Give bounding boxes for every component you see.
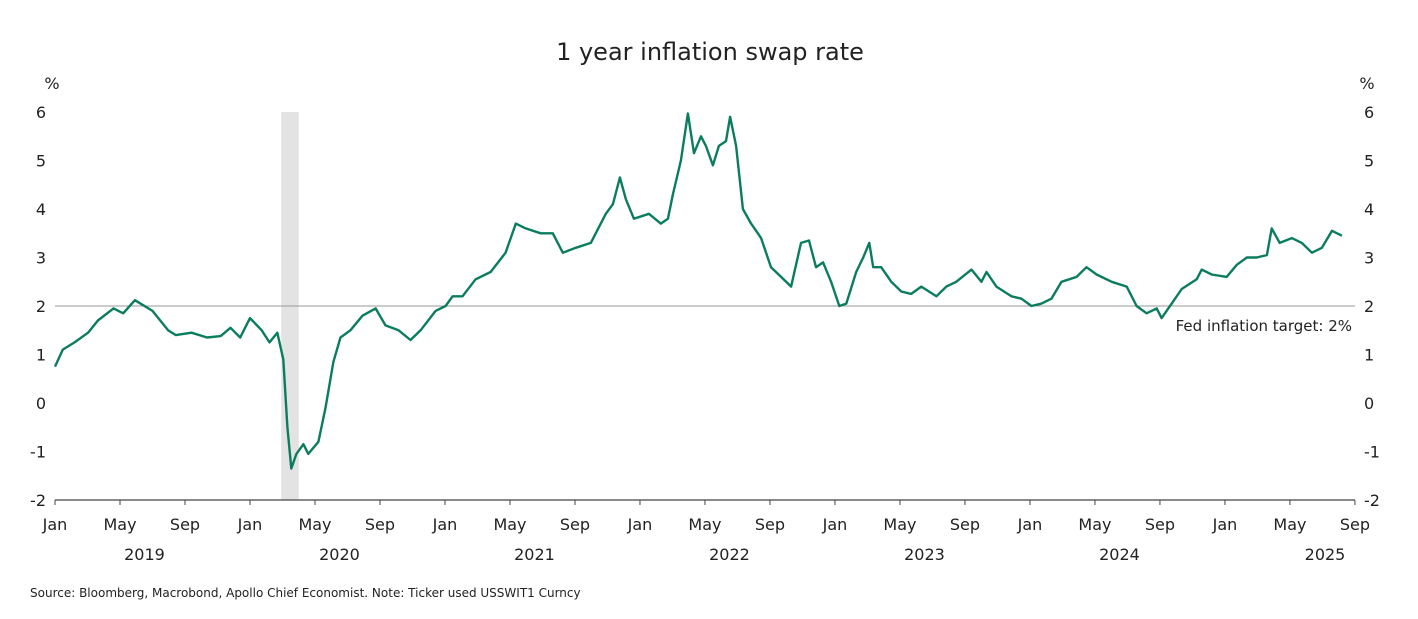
y-axis-unit-right: % <box>1359 74 1374 93</box>
x-tick-label: Sep <box>365 515 395 534</box>
x-year-label: 2023 <box>904 545 945 564</box>
x-year-label: 2021 <box>514 545 555 564</box>
source-note: Source: Bloomberg, Macrobond, Apollo Chi… <box>30 586 581 600</box>
y-tick-label-right: 4 <box>1364 200 1374 219</box>
x-year-label: 2020 <box>319 545 360 564</box>
x-tick-label: Sep <box>755 515 785 534</box>
y-tick-label-left: -1 <box>30 443 46 462</box>
y-tick-label-left: -2 <box>30 491 46 510</box>
y-tick-label-left: 0 <box>36 394 46 413</box>
y-tick-label-right: 0 <box>1364 394 1374 413</box>
series-line-inflation-swap <box>53 112 1343 470</box>
x-tick-label: Sep <box>560 515 590 534</box>
reference-line-label: Fed inflation target: 2% <box>1176 317 1352 335</box>
x-tick-label: May <box>688 515 721 534</box>
y-tick-label-right: 3 <box>1364 249 1374 268</box>
x-tick-label: May <box>493 515 526 534</box>
x-tick-label: Jan <box>822 515 848 534</box>
x-tick-label: May <box>883 515 916 534</box>
x-tick-label: Jan <box>237 515 263 534</box>
y-tick-label-right: 1 <box>1364 346 1374 365</box>
y-tick-label-left: 2 <box>36 297 46 316</box>
y-tick-label-left: 5 <box>36 152 46 171</box>
x-year-label: 2019 <box>124 545 165 564</box>
y-tick-label-left: 1 <box>36 346 46 365</box>
y-tick-label-right: -2 <box>1364 491 1380 510</box>
x-tick-label: Sep <box>1340 515 1370 534</box>
x-tick-label: May <box>1273 515 1306 534</box>
x-tick-label: Jan <box>1212 515 1238 534</box>
x-tick-label: May <box>103 515 136 534</box>
x-tick-label: Jan <box>1017 515 1043 534</box>
x-tick-label: Jan <box>42 515 68 534</box>
y-tick-label-right: 5 <box>1364 152 1374 171</box>
x-year-label: 2022 <box>709 545 750 564</box>
y-tick-label-right: -1 <box>1364 443 1380 462</box>
y-tick-label-left: 3 <box>36 249 46 268</box>
x-tick-label: May <box>298 515 331 534</box>
x-year-label: 2024 <box>1099 545 1140 564</box>
y-tick-label-right: 6 <box>1364 103 1374 122</box>
x-tick-label: Jan <box>432 515 458 534</box>
x-tick-label: Sep <box>950 515 980 534</box>
y-tick-label-left: 4 <box>36 200 46 219</box>
x-tick-label: Sep <box>1145 515 1175 534</box>
x-tick-label: May <box>1078 515 1111 534</box>
y-tick-label-left: 6 <box>36 103 46 122</box>
y-tick-label-right: 2 <box>1364 297 1374 316</box>
x-tick-label: Sep <box>170 515 200 534</box>
x-tick-label: Jan <box>627 515 653 534</box>
y-axis-unit-left: % <box>44 74 59 93</box>
x-year-label: 2025 <box>1305 545 1346 564</box>
chart-title: 1 year inflation swap rate <box>556 38 864 66</box>
